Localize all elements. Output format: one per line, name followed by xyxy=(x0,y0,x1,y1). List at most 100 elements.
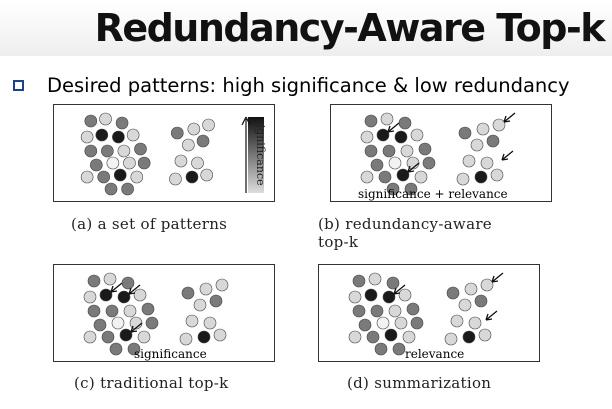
pattern-dot xyxy=(193,298,207,312)
pattern-dot xyxy=(380,112,394,126)
pattern-dot xyxy=(112,130,125,144)
pattern-dot xyxy=(103,272,117,286)
pattern-dot xyxy=(99,112,112,126)
pattern-dot xyxy=(117,144,131,158)
pattern-dot xyxy=(474,170,488,184)
pointer-arrow-icon xyxy=(128,284,141,295)
pointer-arrow-icon xyxy=(387,122,400,133)
pattern-plot-a xyxy=(80,112,215,196)
significance-axis-label: significance xyxy=(254,119,267,186)
pattern-dot xyxy=(197,330,211,344)
pattern-dot xyxy=(364,144,378,158)
pattern-dot xyxy=(410,316,424,330)
slide-title: Redundancy-Aware Top-k xyxy=(94,6,606,50)
caption-c: (c) traditional top-k xyxy=(74,374,229,392)
pattern-dot xyxy=(84,144,98,158)
bullet-square-icon xyxy=(13,80,24,91)
pattern-dot xyxy=(358,318,372,332)
pattern-dot xyxy=(462,330,476,344)
pattern-dot xyxy=(109,342,123,356)
pattern-dot xyxy=(134,142,147,156)
pattern-dot xyxy=(123,156,136,170)
pattern-dot xyxy=(203,316,217,330)
pattern-dot xyxy=(364,288,378,302)
pattern-dot xyxy=(458,298,472,312)
panel-c-label: significance xyxy=(134,347,207,361)
pointer-arrow-icon xyxy=(501,150,514,161)
pattern-dot xyxy=(396,168,410,182)
pattern-dot xyxy=(348,330,362,344)
pattern-dot xyxy=(215,278,229,292)
pattern-dot xyxy=(376,128,390,142)
pattern-dot xyxy=(406,302,420,316)
pattern-dot xyxy=(126,128,140,142)
up-arrow-icon xyxy=(241,116,251,193)
pattern-dot xyxy=(179,332,193,346)
pattern-dot xyxy=(200,168,214,182)
pattern-dot xyxy=(382,144,396,158)
pattern-dot xyxy=(474,294,488,308)
pattern-dot xyxy=(478,328,492,342)
pattern-dot xyxy=(170,126,184,140)
pattern-dot xyxy=(348,290,362,304)
pattern-dot xyxy=(392,342,406,356)
pattern-dot xyxy=(123,304,137,318)
caption-b-line1: (b) redundancy-aware xyxy=(318,215,492,233)
pattern-dot xyxy=(83,290,97,304)
pattern-dot xyxy=(196,134,210,148)
pattern-dot xyxy=(187,122,201,136)
pointer-arrow-icon xyxy=(407,162,420,173)
pattern-dot xyxy=(418,142,432,156)
pattern-dot xyxy=(410,128,424,142)
pattern-dot xyxy=(468,316,482,330)
pointer-arrow-icon xyxy=(110,282,123,293)
pattern-dot xyxy=(480,156,494,170)
pattern-dot xyxy=(422,156,436,170)
pattern-dot xyxy=(394,130,408,144)
pattern-dot xyxy=(119,328,133,342)
pattern-dot xyxy=(462,154,476,168)
pattern-dot xyxy=(117,290,131,304)
bullet-text: Desired patterns: high significance & lo… xyxy=(47,74,570,97)
pattern-dot xyxy=(370,158,384,172)
pattern-dot xyxy=(374,342,388,356)
pattern-dot xyxy=(106,156,120,170)
pattern-dot xyxy=(130,170,144,184)
pattern-dot xyxy=(464,282,478,296)
caption-d: (d) summarization xyxy=(347,374,492,392)
pattern-dot xyxy=(185,170,199,184)
pattern-dot xyxy=(492,118,506,132)
pattern-dot xyxy=(174,154,188,168)
pattern-plot-d xyxy=(348,272,504,356)
pattern-dot xyxy=(394,316,408,330)
pattern-dot xyxy=(101,144,114,158)
pattern-dot xyxy=(366,330,380,344)
pattern-dot xyxy=(97,170,110,184)
panel-c: significance xyxy=(53,264,275,362)
panel-a: significance xyxy=(53,104,275,202)
pattern-dot xyxy=(404,182,418,196)
title-bar: Redundancy-Aware Top-k xyxy=(0,2,612,56)
pattern-dot xyxy=(444,332,458,346)
pattern-dot xyxy=(456,172,470,186)
pattern-dot xyxy=(480,278,494,292)
pattern-dot xyxy=(352,304,366,318)
pattern-dot xyxy=(414,170,428,184)
pattern-dot xyxy=(87,274,101,288)
pattern-dot xyxy=(93,318,107,332)
pattern-dot xyxy=(202,118,215,132)
pattern-dot xyxy=(115,116,129,130)
pattern-dot xyxy=(111,316,125,330)
pointer-arrow-icon xyxy=(130,322,143,333)
pattern-dot xyxy=(384,328,398,342)
pattern-dot xyxy=(84,114,98,128)
pattern-dot xyxy=(209,294,223,308)
pattern-dot xyxy=(352,274,366,288)
pattern-dot xyxy=(476,122,490,136)
panel-b-label: significance + relevance xyxy=(358,187,508,201)
pattern-dot xyxy=(113,168,127,182)
pattern-dot xyxy=(364,114,378,128)
pattern-dot xyxy=(388,304,402,318)
pattern-dot xyxy=(378,170,392,184)
pattern-dot xyxy=(388,156,402,170)
